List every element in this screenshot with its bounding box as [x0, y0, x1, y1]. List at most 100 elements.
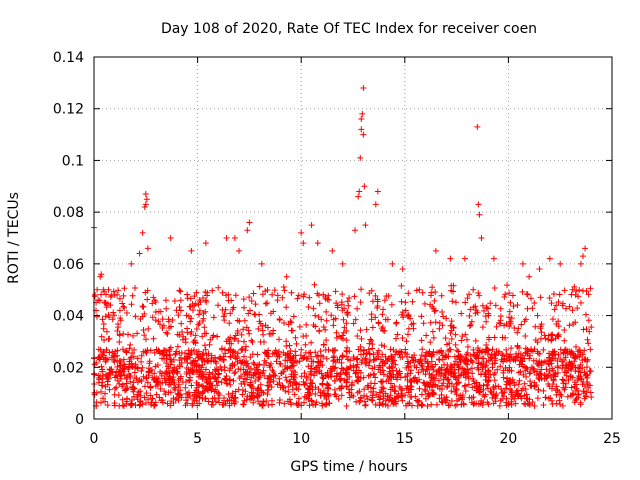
data-point — [247, 354, 254, 361]
data-point — [150, 294, 157, 301]
data-point — [572, 355, 579, 362]
data-point — [137, 399, 144, 406]
data-point — [499, 358, 506, 365]
data-point — [346, 373, 353, 380]
data-point — [408, 321, 415, 328]
data-point — [419, 401, 426, 408]
data-point — [149, 300, 156, 307]
data-point — [370, 371, 377, 378]
data-point — [235, 365, 242, 372]
data-point — [565, 376, 572, 383]
data-point — [308, 222, 315, 229]
data-point — [180, 333, 187, 340]
data-point — [559, 365, 566, 372]
data-point — [231, 235, 238, 241]
data-point — [459, 394, 466, 401]
data-point — [303, 321, 310, 328]
data-point — [555, 364, 562, 371]
data-point — [564, 393, 571, 400]
data-point — [196, 307, 203, 314]
data-point — [553, 400, 560, 407]
data-point — [332, 377, 339, 384]
data-point — [98, 382, 105, 389]
data-point — [476, 388, 483, 395]
data-point — [127, 378, 134, 385]
data-point — [201, 342, 208, 349]
data-point — [588, 324, 595, 331]
data-point — [160, 351, 167, 358]
data-point — [293, 380, 300, 387]
data-point — [439, 322, 446, 329]
data-point — [243, 324, 250, 331]
data-point — [157, 385, 164, 392]
data-point — [408, 383, 415, 390]
data-point — [283, 342, 290, 349]
data-point — [226, 397, 233, 404]
data-point — [459, 333, 466, 340]
data-point — [344, 298, 351, 305]
data-point — [212, 375, 219, 382]
data-point — [368, 311, 375, 318]
data-point — [487, 388, 494, 395]
data-point — [188, 382, 195, 389]
data-point — [554, 369, 561, 376]
data-point — [531, 383, 538, 390]
data-point — [240, 353, 247, 360]
data-point — [559, 376, 566, 383]
data-point — [476, 211, 483, 218]
data-point — [462, 360, 469, 367]
data-point — [432, 288, 439, 295]
data-point — [526, 396, 533, 403]
data-point — [111, 291, 118, 298]
data-point — [310, 305, 317, 312]
data-point — [215, 302, 222, 309]
data-point — [466, 291, 473, 298]
data-point — [484, 385, 491, 392]
data-point — [391, 383, 398, 390]
data-point — [583, 371, 590, 378]
data-point — [296, 323, 303, 330]
data-point — [461, 371, 468, 378]
data-point — [475, 201, 482, 208]
data-point — [358, 116, 365, 123]
data-point — [398, 282, 405, 289]
data-point — [416, 286, 423, 293]
data-point — [158, 372, 165, 379]
data-point — [407, 367, 414, 374]
data-point — [159, 324, 166, 331]
data-point — [425, 381, 432, 388]
data-point — [343, 379, 350, 386]
data-point — [116, 358, 123, 365]
data-point — [215, 284, 222, 291]
data-point — [399, 397, 406, 404]
data-point — [102, 398, 109, 405]
data-point — [357, 351, 364, 358]
data-point — [475, 401, 482, 408]
data-point — [179, 328, 186, 335]
data-point — [293, 340, 300, 347]
data-point — [509, 393, 516, 400]
data-point — [193, 289, 200, 296]
data-point — [227, 310, 234, 317]
data-point — [178, 320, 185, 327]
data-point — [445, 348, 452, 355]
data-point — [291, 374, 298, 381]
data-point — [284, 398, 291, 405]
data-point — [176, 287, 183, 294]
data-point — [345, 302, 352, 309]
data-point — [145, 396, 152, 403]
data-point — [187, 295, 194, 302]
data-point — [288, 319, 295, 326]
data-point — [457, 353, 464, 360]
data-point — [549, 381, 556, 388]
data-point — [178, 359, 185, 366]
data-point — [367, 336, 374, 343]
data-point — [555, 333, 562, 340]
data-point — [487, 371, 494, 378]
data-point — [583, 372, 590, 379]
data-point — [476, 347, 483, 354]
data-point — [264, 324, 271, 331]
data-point — [446, 369, 453, 376]
data-point — [512, 400, 519, 407]
data-point — [573, 288, 580, 295]
